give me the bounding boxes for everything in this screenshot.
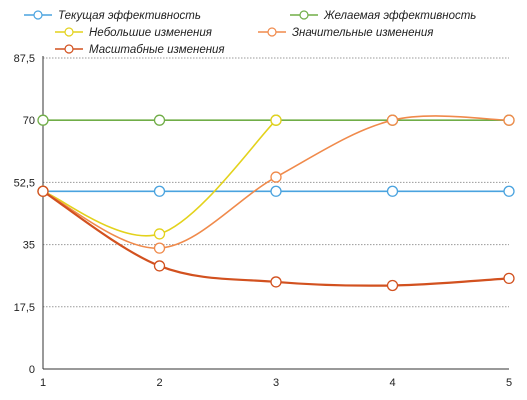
legend-item: Текущая эффективность xyxy=(24,10,201,22)
data-point-marker xyxy=(386,185,399,197)
legend-item: Масштабные изменения xyxy=(55,44,225,56)
y-tick-label: 35 xyxy=(23,240,35,252)
x-tick-label: 2 xyxy=(156,377,162,389)
legend-label: Желаемая эффективность xyxy=(323,10,476,22)
data-point-marker xyxy=(503,272,515,285)
data-point-marker xyxy=(386,279,399,292)
data-point-marker xyxy=(270,185,282,197)
legend-item: Небольшие изменения xyxy=(55,27,212,39)
series-1 xyxy=(37,185,515,197)
data-point-marker xyxy=(503,185,515,197)
series-line xyxy=(42,190,510,287)
legend-label: Небольшие изменения xyxy=(89,27,212,39)
data-point-marker xyxy=(270,276,282,288)
legend-item: Желаемая эффективность xyxy=(290,10,476,22)
chart-legend: Текущая эффективность Желаемая эффективно… xyxy=(24,10,476,56)
data-point-marker xyxy=(503,114,515,126)
data-point-marker xyxy=(386,114,399,126)
legend-label: Значительные изменения xyxy=(292,27,433,39)
legend-swatch-marker xyxy=(299,10,309,20)
legend-item: Значительные изменения xyxy=(258,27,433,39)
legend-swatch-marker xyxy=(267,27,277,37)
data-point-marker xyxy=(153,185,166,197)
x-tick-label: 3 xyxy=(273,377,279,389)
series-lines xyxy=(37,114,515,292)
series-5 xyxy=(37,185,515,292)
x-tick-label: 4 xyxy=(389,377,395,389)
data-point-marker xyxy=(37,185,49,197)
data-point-marker xyxy=(153,228,166,240)
y-tick-label: 70 xyxy=(23,115,35,127)
data-point-marker xyxy=(153,242,166,254)
y-tick-label: 52,5 xyxy=(14,177,35,189)
legend-swatch-marker xyxy=(64,44,74,54)
x-tick-label: 5 xyxy=(506,377,512,389)
data-point-marker xyxy=(270,114,282,126)
legend-swatch-marker xyxy=(64,27,74,37)
legend-swatch-marker xyxy=(33,10,43,20)
data-point-marker xyxy=(153,260,166,272)
series-4 xyxy=(37,114,515,254)
legend-label: Текущая эффективность xyxy=(58,10,201,22)
y-tick-label: 17,5 xyxy=(14,302,35,314)
series-line xyxy=(42,119,277,237)
data-point-marker xyxy=(153,114,166,126)
y-tick-label: 87,5 xyxy=(14,53,35,65)
x-tick-label: 1 xyxy=(40,377,46,389)
legend-label: Масштабные изменения xyxy=(89,44,225,56)
data-point-marker xyxy=(37,114,49,126)
axes: 0 17,5 35 52,5 70 87,5 1 2 3 4 5 xyxy=(14,53,512,389)
series-3 xyxy=(37,114,282,240)
y-tick-label: 0 xyxy=(29,364,35,376)
data-point-marker xyxy=(270,171,282,183)
